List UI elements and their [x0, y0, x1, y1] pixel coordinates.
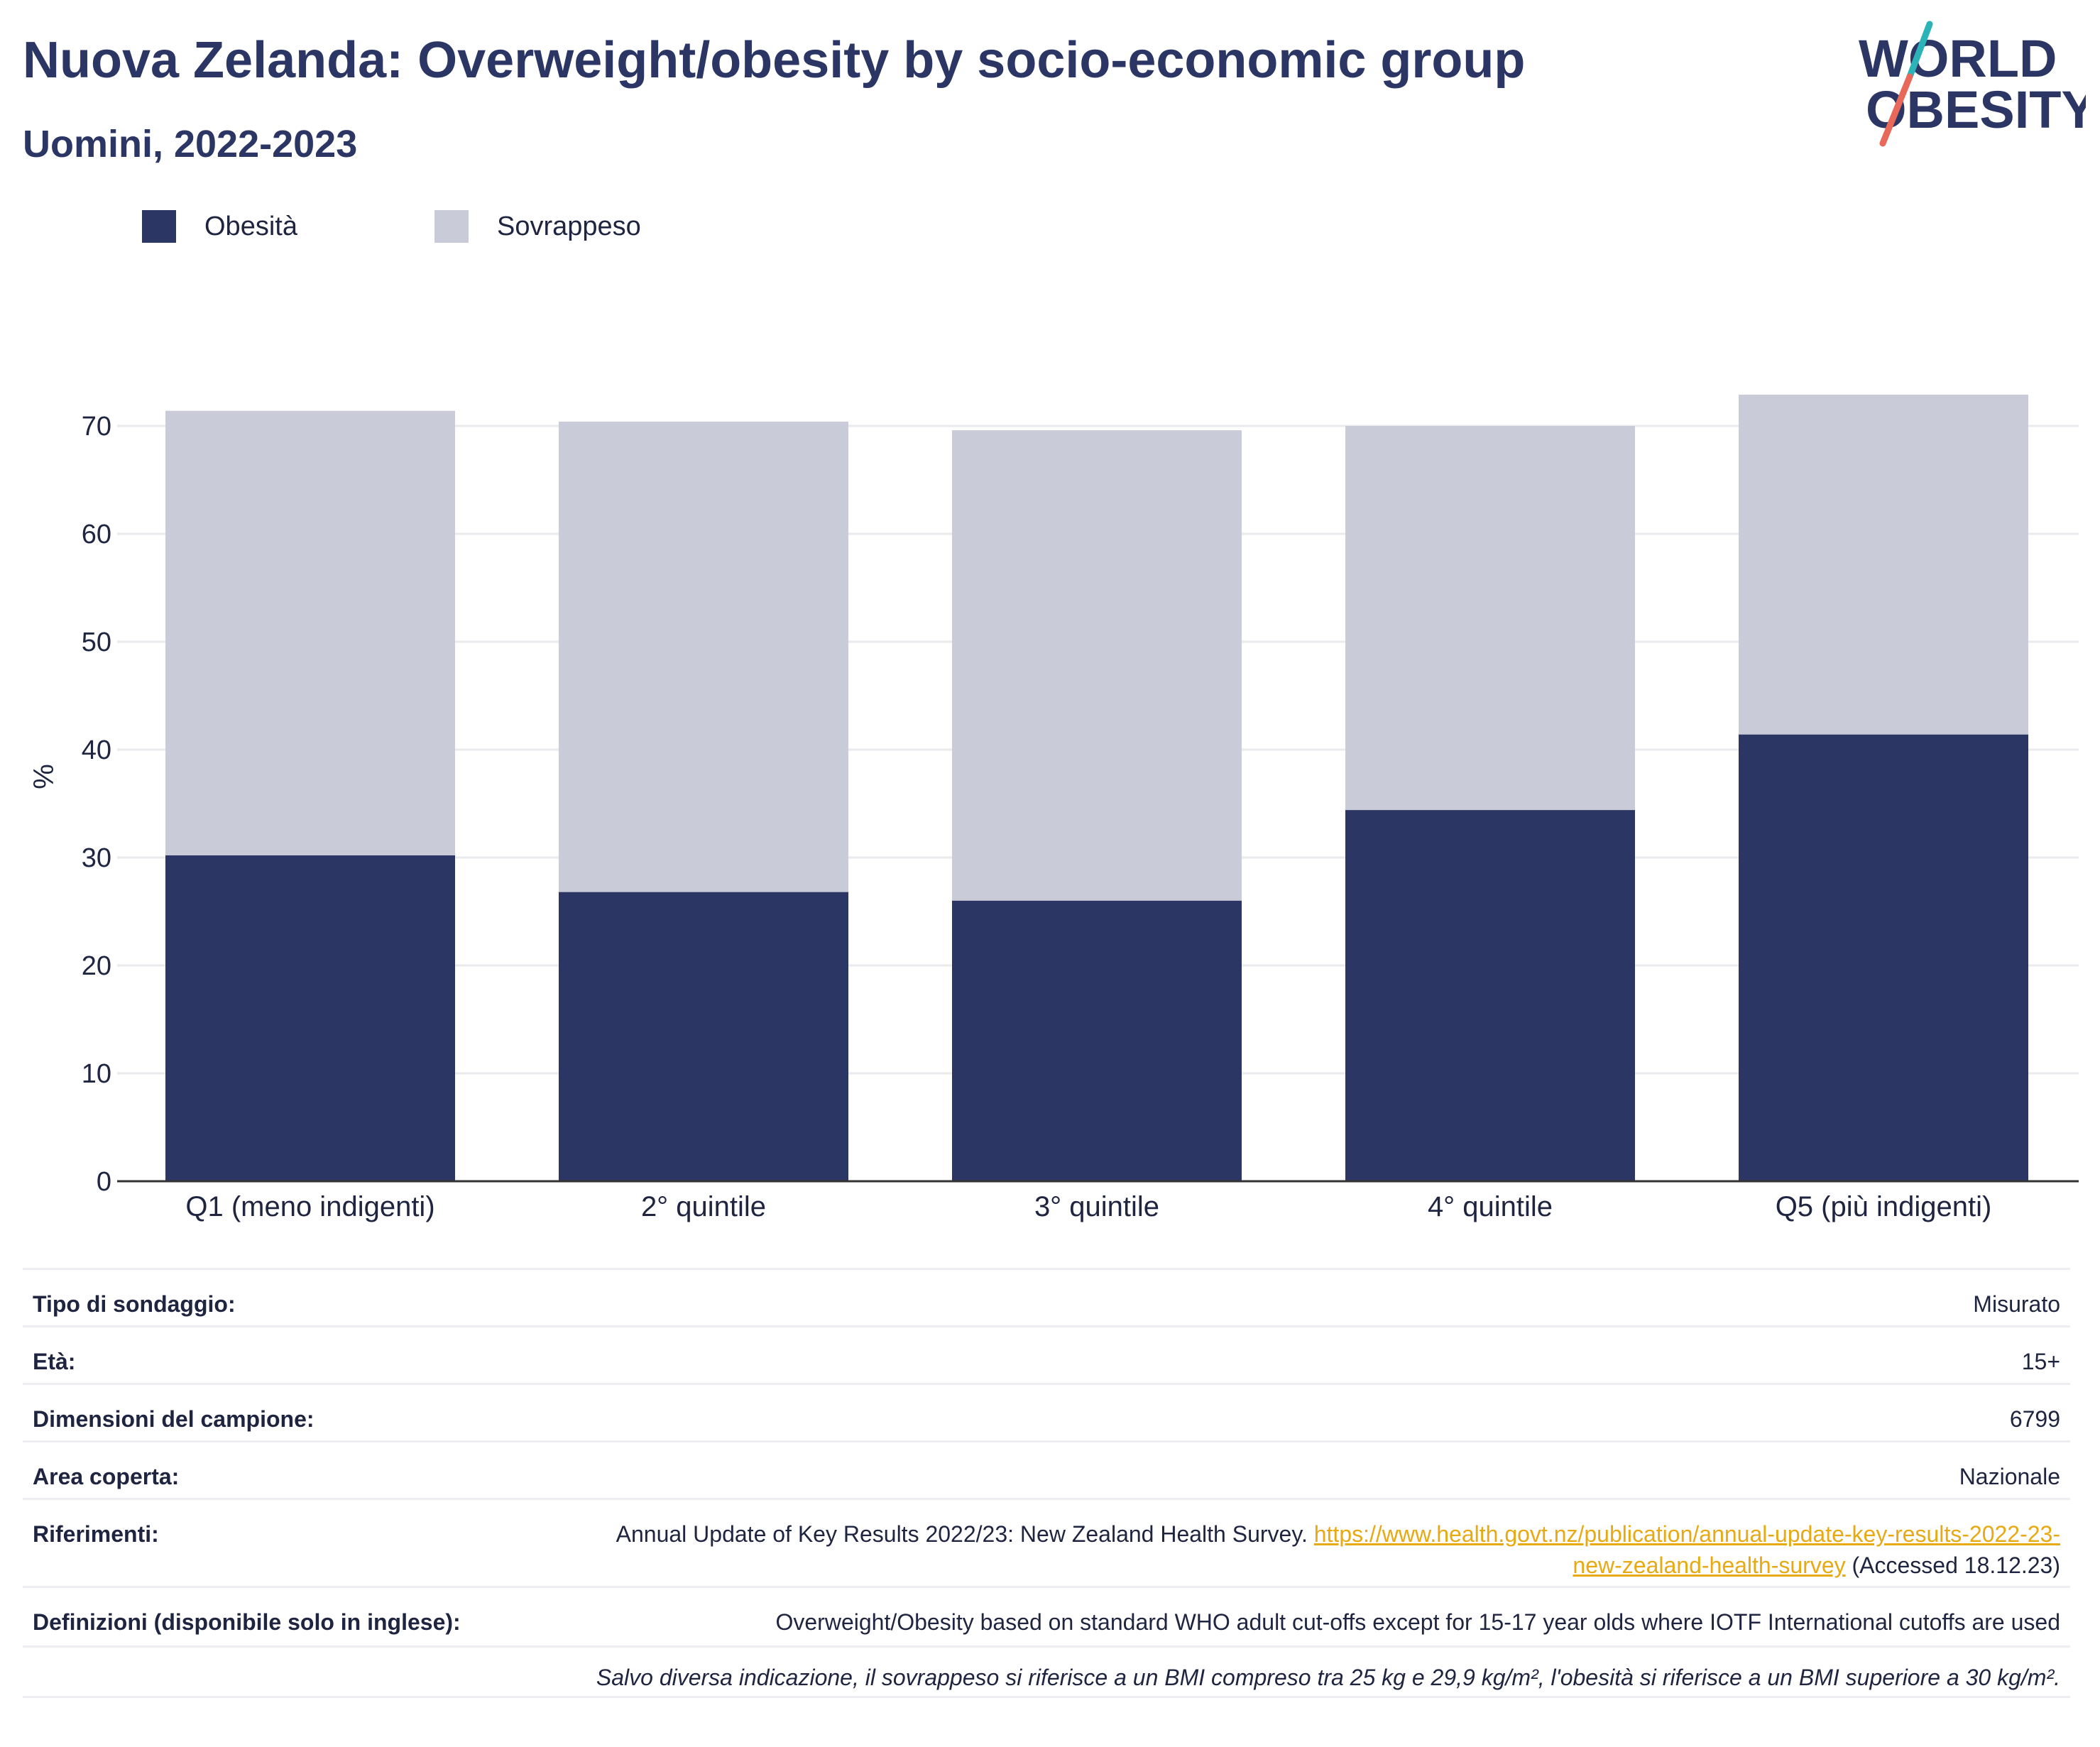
- y-axis-label: %: [28, 764, 60, 789]
- y-tick-label: 20: [82, 951, 111, 981]
- definitions-value: Overweight/Obesity based on standard WHO…: [775, 1609, 2060, 1635]
- logo-slash-coral: [1879, 73, 1913, 147]
- legend-swatch-overweight: [434, 210, 469, 243]
- definitions-label: Definizioni (disponibile solo in inglese…: [33, 1609, 461, 1635]
- area-value: Nazionale: [1959, 1464, 2060, 1489]
- bar-overweight: [1739, 394, 2028, 735]
- info-row-definitions: Definizioni (disponibile solo in inglese…: [23, 1586, 2070, 1645]
- bar-overweight: [559, 421, 848, 892]
- sample-value: 6799: [2009, 1406, 2060, 1432]
- logo-line1: WORLD: [1859, 29, 2057, 88]
- chart-title: Nuova Zelanda: Overweight/obesity by soc…: [23, 32, 1526, 89]
- legend-label-overweight: Sovrappeso: [497, 211, 641, 241]
- legend-swatch-obesity: [142, 210, 176, 243]
- x-tick-label: 2° quintile: [641, 1191, 766, 1222]
- bar-obesity: [952, 900, 1242, 1181]
- area-label: Area coperta:: [33, 1464, 180, 1489]
- bar-overweight: [952, 430, 1242, 901]
- bar-overweight: [165, 410, 455, 855]
- bar-overweight: [1345, 426, 1635, 811]
- bar-obesity: [559, 892, 848, 1181]
- bmi-note: Salvo diversa indicazione, il sovrappeso…: [596, 1665, 2060, 1690]
- x-tick-label: 4° quintile: [1428, 1191, 1553, 1222]
- sample-label: Dimensioni del campione:: [33, 1406, 315, 1432]
- y-tick-label: 10: [82, 1059, 111, 1089]
- info-row-references: Riferimenti: Annual Update of Key Result…: [23, 1498, 2070, 1586]
- legend-label-obesity: Obesità: [204, 211, 297, 241]
- survey-type-value: Misurato: [1973, 1291, 2060, 1317]
- age-value: 15+: [2021, 1349, 2060, 1374]
- y-tick-label: 30: [82, 843, 111, 873]
- info-row-note: Salvo diversa indicazione, il sovrappeso…: [23, 1645, 2070, 1698]
- references-text: Annual Update of Key Results 2022/23: Ne…: [616, 1521, 1308, 1547]
- references-label: Riferimenti:: [33, 1521, 159, 1547]
- info-row-sample: Dimensioni del campione: 6799: [23, 1383, 2070, 1440]
- x-tick-label: Q1 (meno indigenti): [185, 1191, 434, 1222]
- y-tick-label: 70: [82, 412, 111, 442]
- bar-obesity: [165, 855, 455, 1181]
- y-tick-label: 50: [82, 628, 111, 657]
- logo-slash-teal: [1906, 21, 1933, 80]
- y-tick-label: 60: [82, 520, 111, 549]
- info-row-survey-type: Tipo di sondaggio: Misurato: [23, 1268, 2070, 1325]
- info-table: Tipo di sondaggio: Misurato Età: 15+ Dim…: [23, 1268, 2070, 1698]
- bar-obesity: [1739, 734, 2028, 1181]
- info-row-age: Età: 15+: [23, 1325, 2070, 1383]
- references-accessed: (Accessed 18.12.23): [1852, 1552, 2061, 1578]
- stacked-bar-chart: 0 10 20 30 40 50 60 70% Q1 (meno indigenti) 2° qu…: [28, 394, 2079, 1222]
- x-tick-label: Q5 (più indigenti): [1776, 1191, 1992, 1222]
- survey-type-label: Tipo di sondaggio:: [33, 1291, 236, 1317]
- chart-subtitle: Uomini, 2022-2023: [23, 123, 358, 165]
- y-tick-label: 0: [97, 1167, 111, 1197]
- y-tick-label: 40: [82, 735, 111, 765]
- info-row-area: Area coperta: Nazionale: [23, 1440, 2070, 1498]
- x-tick-label: 3° quintile: [1034, 1191, 1159, 1222]
- legend-item-overweight[interactable]: Sovrappeso: [434, 210, 641, 243]
- world-obesity-logo: WORLD OBESITY: [1859, 21, 2086, 147]
- legend-item-obesity[interactable]: Obesità: [142, 210, 297, 243]
- bar-obesity: [1345, 810, 1635, 1181]
- references-value: Annual Update of Key Results 2022/23: Ne…: [605, 1518, 2070, 1581]
- age-label: Età:: [33, 1349, 76, 1374]
- references-link[interactable]: https://www.health.govt.nz/publication/a…: [1313, 1521, 2060, 1578]
